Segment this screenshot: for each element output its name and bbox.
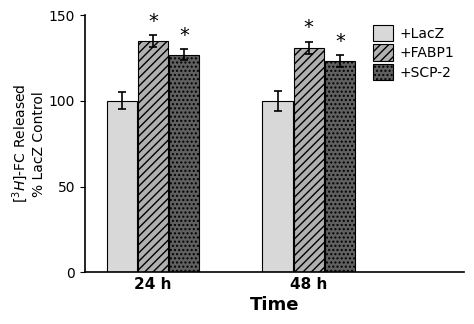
Bar — [263, 101, 292, 272]
Bar — [169, 55, 200, 272]
Text: *: * — [304, 18, 314, 38]
Text: *: * — [335, 32, 345, 51]
Y-axis label: $[^{3}H]$-FC Released
% LacZ Control: $[^{3}H]$-FC Released % LacZ Control — [10, 84, 46, 203]
X-axis label: Time: Time — [250, 296, 299, 314]
Bar — [107, 101, 137, 272]
Legend: +LacZ, +FABP1, +SCP-2: +LacZ, +FABP1, +SCP-2 — [371, 22, 457, 83]
Bar — [138, 41, 168, 272]
Bar — [325, 62, 355, 272]
Text: *: * — [179, 26, 189, 45]
Bar — [293, 48, 324, 272]
Text: *: * — [148, 12, 158, 31]
